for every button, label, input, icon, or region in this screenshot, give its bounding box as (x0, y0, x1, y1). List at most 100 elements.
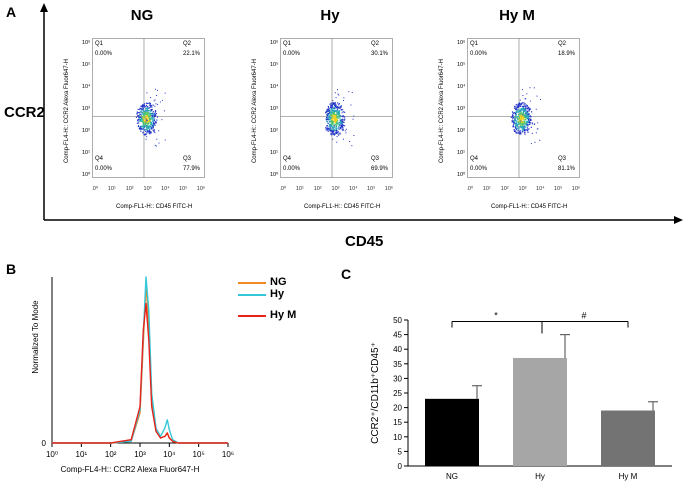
event-dot (139, 112, 141, 114)
event-dot (145, 118, 147, 120)
event-dot (338, 106, 340, 108)
event-dot (339, 124, 341, 126)
event-dot (147, 113, 149, 115)
event-dot (523, 129, 525, 131)
event-dot (154, 121, 157, 123)
event-dot (144, 128, 146, 131)
event-dot (142, 118, 144, 120)
event-dot (147, 117, 149, 119)
event-dot (336, 112, 339, 114)
event-dot (519, 109, 521, 111)
event-dot (522, 126, 524, 128)
event-dot (145, 118, 148, 120)
quadrant-q2-value: 22.1% (183, 51, 201, 57)
event-dot (512, 126, 514, 128)
event-dot (142, 112, 144, 114)
event-dot (145, 104, 148, 107)
significance-marker: * (494, 310, 498, 320)
event-dot (153, 122, 156, 124)
event-dot (140, 119, 142, 122)
quadrant-q3-value: 81.1% (558, 166, 576, 172)
event-dot (539, 98, 541, 100)
event-dot (164, 110, 166, 112)
x-tick-label: 10⁰ (280, 185, 287, 192)
event-dot (524, 122, 526, 125)
event-dot (518, 117, 520, 120)
event-dot (326, 115, 328, 117)
x-tick-label: 10⁵ (367, 185, 375, 192)
dot-plot-frame: 10⁰ 10¹ 10² 10³ 10⁴ 10⁵ 10⁶ (92, 38, 205, 192)
event-dot (330, 134, 332, 136)
event-dot (338, 124, 340, 126)
event-dot (517, 131, 519, 133)
event-dot (530, 119, 532, 121)
event-dot (137, 115, 140, 117)
event-dot (524, 105, 526, 107)
event-dot (146, 115, 148, 117)
event-dot (520, 116, 523, 118)
event-dot (328, 116, 331, 118)
event-dot (330, 102, 332, 104)
event-dot (524, 126, 526, 128)
event-dot (328, 118, 330, 121)
event-dot (338, 115, 341, 117)
event-dot (332, 111, 334, 113)
y-tick-label: 10¹ (270, 150, 278, 156)
event-dot (336, 106, 338, 108)
event-dot (333, 109, 335, 111)
event-dot (516, 122, 518, 124)
event-dot (336, 141, 338, 143)
event-dot (333, 134, 336, 136)
event-dot (529, 123, 531, 125)
x-tick-label: 10⁵ (179, 185, 187, 192)
event-dot (332, 102, 334, 104)
event-dot (148, 125, 151, 127)
event-dot (334, 120, 336, 123)
event-dot (331, 116, 333, 118)
event-dot (512, 118, 514, 120)
legend-label-ng: NG (270, 276, 287, 288)
event-dot (333, 126, 335, 128)
event-dot (333, 103, 335, 105)
event-dot (326, 117, 328, 119)
event-dot (334, 133, 336, 135)
event-dot (517, 109, 520, 111)
dot-plot-x-label: Comp-FL1-H:: CD45 FITC-H (116, 204, 193, 210)
event-dot (327, 114, 329, 116)
event-dot (521, 89, 523, 91)
event-dot (337, 106, 339, 108)
event-dot (514, 114, 517, 116)
event-dot (342, 127, 344, 129)
event-dot (330, 108, 332, 110)
event-dot (335, 132, 337, 134)
event-dot (153, 113, 155, 115)
event-dot (153, 129, 156, 131)
event-dot (519, 99, 521, 101)
event-dot (335, 104, 337, 106)
bar-ng (425, 398, 479, 466)
event-dot (143, 126, 145, 128)
event-dot (149, 133, 151, 135)
event-dot (333, 130, 335, 132)
event-dot (524, 130, 526, 132)
quadrant-q4-value: 0.00% (283, 166, 301, 172)
event-dot (329, 126, 331, 128)
event-dot (331, 126, 334, 128)
event-dot (523, 127, 525, 129)
event-dot (521, 113, 523, 115)
event-dot (326, 125, 329, 127)
event-dot (137, 108, 139, 111)
event-dot (336, 118, 338, 121)
event-dot (520, 127, 522, 129)
event-dot (528, 107, 530, 109)
event-dot (144, 110, 146, 112)
event-dot (331, 105, 333, 107)
event-dot (142, 119, 144, 121)
event-dot (534, 123, 536, 125)
event-dot (325, 118, 327, 120)
event-dot (512, 124, 514, 126)
event-dot (142, 132, 144, 134)
event-dot (150, 104, 152, 107)
event-dot (331, 106, 333, 108)
event-dot (335, 119, 338, 121)
